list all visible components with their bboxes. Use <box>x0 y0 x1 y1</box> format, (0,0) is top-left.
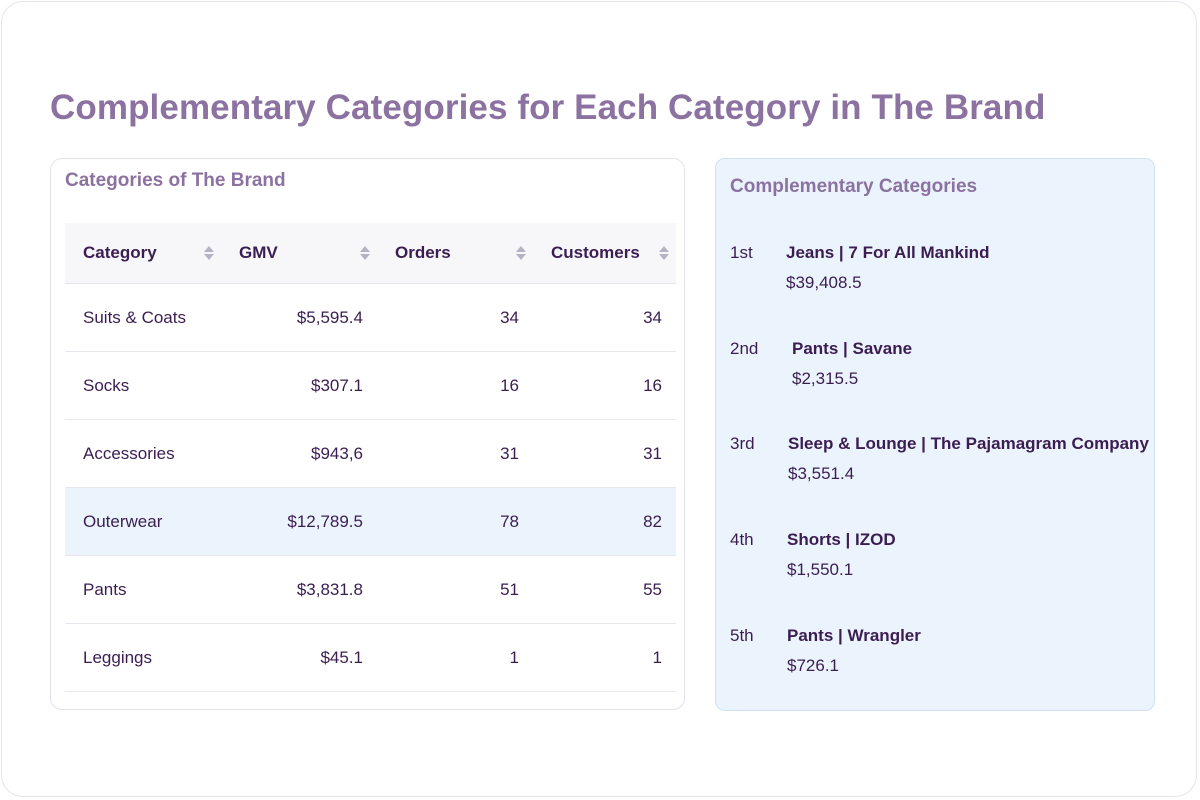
cell-category: Socks <box>65 351 221 420</box>
sort-icon[interactable] <box>359 244 371 262</box>
complementary-name: Pants | Wrangler <box>787 626 921 645</box>
complementary-item: 4th Shorts | IZOD $1,550.1 <box>730 530 1150 600</box>
cell-customers: 16 <box>533 351 676 420</box>
cell-category: Pants <box>65 555 221 624</box>
table-row-selected[interactable]: Outerwear $12,789.5 78 82 <box>65 487 676 556</box>
sort-icon[interactable] <box>515 244 527 262</box>
complementary-value: $2,315.5 <box>792 369 859 388</box>
cell-gmv: $45.1 <box>221 623 377 692</box>
cell-orders: 16 <box>377 351 533 420</box>
complementary-rank: 1st <box>730 243 753 262</box>
table-row[interactable]: Accessories $943,6 31 31 <box>65 419 676 488</box>
column-header-label: Orders <box>395 243 451 262</box>
cell-customers: 31 <box>533 419 676 488</box>
table-row[interactable]: Socks $307.1 16 16 <box>65 351 676 420</box>
complementary-name: Jeans | 7 For All Mankind <box>786 243 990 262</box>
complementary-name: Shorts | IZOD <box>787 530 896 549</box>
cell-customers: 1 <box>533 623 676 692</box>
page-title: Complementary Categories for Each Catego… <box>50 88 1046 127</box>
complementary-item: 5th Pants | Wrangler $726.1 <box>730 626 1150 696</box>
column-header-orders[interactable]: Orders <box>377 223 533 284</box>
cell-gmv: $307.1 <box>221 351 377 420</box>
complementary-value: $1,550.1 <box>787 560 854 579</box>
cell-gmv: $3,831.8 <box>221 555 377 624</box>
complementary-panel: Complementary Categories 1st Jeans | 7 F… <box>715 158 1155 711</box>
complementary-item: 3rd Sleep & Lounge | The Pajamagram Comp… <box>730 434 1150 504</box>
categories-panel-title: Categories of The Brand <box>65 170 286 191</box>
complementary-value: $39,408.5 <box>786 273 862 292</box>
cell-customers: 34 <box>533 283 676 352</box>
sort-icon[interactable] <box>658 244 670 262</box>
column-header-label: GMV <box>239 243 278 262</box>
cell-customers: 55 <box>533 555 676 624</box>
complementary-item: 2nd Pants | Savane $2,315.5 <box>730 339 1150 409</box>
complementary-panel-title: Complementary Categories <box>730 176 978 197</box>
cell-orders: 1 <box>377 623 533 692</box>
complementary-value: $726.1 <box>787 656 839 675</box>
sort-icon[interactable] <box>203 244 215 262</box>
table-row[interactable]: Leggings $45.1 1 1 <box>65 623 676 692</box>
complementary-rank: 3rd <box>730 434 755 453</box>
column-header-gmv[interactable]: GMV <box>221 223 377 284</box>
cell-gmv: $943,6 <box>221 419 377 488</box>
complementary-item: 1st Jeans | 7 For All Mankind $39,408.5 <box>730 243 1150 313</box>
cell-customers: 82 <box>533 487 676 556</box>
cell-category: Leggings <box>65 623 221 692</box>
cell-gmv: $12,789.5 <box>221 487 377 556</box>
table-header-row: Category GMV Orders <box>65 223 676 284</box>
cell-orders: 31 <box>377 419 533 488</box>
column-header-label: Customers <box>551 243 640 262</box>
column-header-customers[interactable]: Customers <box>533 223 676 284</box>
complementary-name: Pants | Savane <box>792 339 913 358</box>
complementary-value: $3,551.4 <box>788 464 855 483</box>
cell-gmv: $5,595.4 <box>221 283 377 352</box>
column-header-label: Category <box>83 243 157 262</box>
column-header-category[interactable]: Category <box>65 223 221 284</box>
table-row[interactable]: Suits & Coats $5,595.4 34 34 <box>65 283 676 352</box>
complementary-name: Sleep & Lounge | The Pajamagram Company <box>788 434 1149 453</box>
table-row[interactable]: Pants $3,831.8 51 55 <box>65 555 676 624</box>
complementary-rank: 4th <box>730 530 754 549</box>
categories-panel: Categories of The Brand Category <box>50 158 685 710</box>
cell-orders: 34 <box>377 283 533 352</box>
cell-category: Suits & Coats <box>65 283 221 352</box>
cell-orders: 51 <box>377 555 533 624</box>
cell-category: Accessories <box>65 419 221 488</box>
complementary-rank: 2nd <box>730 339 759 358</box>
categories-table: Category GMV Orders <box>65 223 676 692</box>
cell-category: Outerwear <box>65 487 221 556</box>
complementary-rank: 5th <box>730 626 754 645</box>
cell-orders: 78 <box>377 487 533 556</box>
